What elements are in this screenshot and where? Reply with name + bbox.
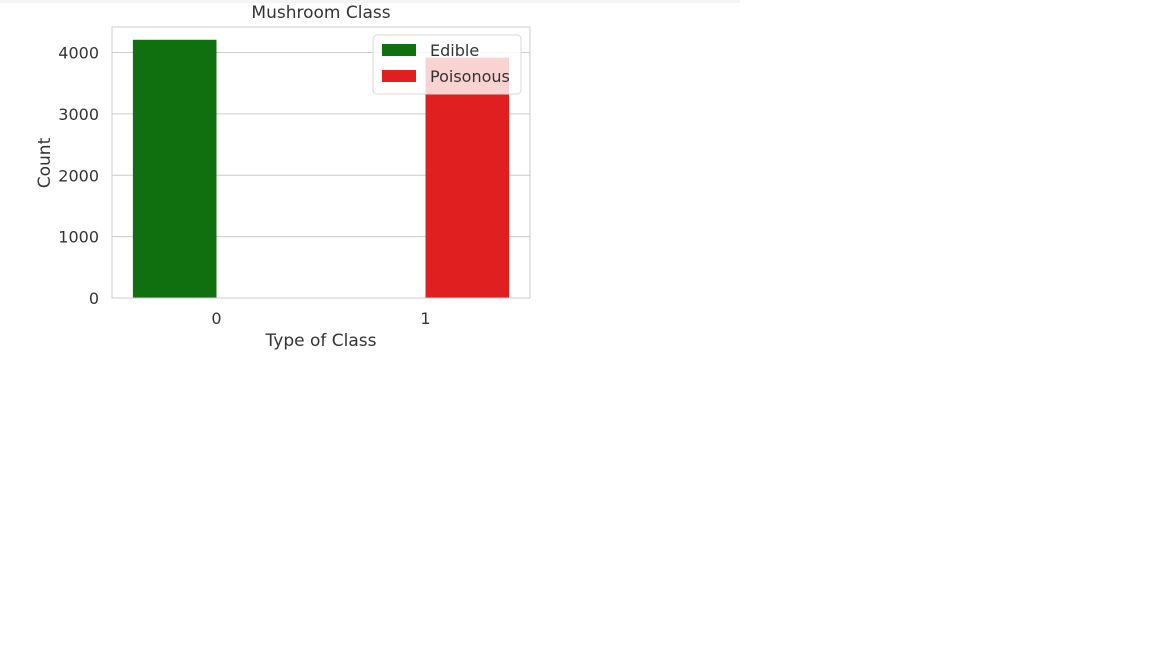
bars [132,39,510,299]
x-tick-label: 1 [420,309,430,328]
y-axis-label: Count [35,137,55,188]
plot-frame [111,26,531,299]
y-tick-labels: 0 1000 2000 3000 4000 [58,44,99,308]
legend: Edible Poisonous [372,34,522,95]
x-tick-label: 0 [211,309,221,328]
y-tick-label: 0 [89,289,99,308]
legend-swatch-edible [382,44,416,56]
bar-edible-0 [132,39,217,298]
legend-swatch-poisonous [382,70,416,82]
chart-title: Mushroom Class [251,3,390,23]
bar-poisonous-1 [425,57,510,299]
y-tick-label: 1000 [58,228,99,247]
legend-label-edible: Edible [430,41,479,60]
legend-label-poisonous: Poisonous [430,67,510,86]
y-tick-label: 4000 [58,44,99,63]
x-axis-label: Type of Class [265,331,377,351]
y-tick-label: 2000 [58,166,99,185]
notebook-top-strip [0,0,740,3]
y-tick-label: 3000 [58,105,99,124]
